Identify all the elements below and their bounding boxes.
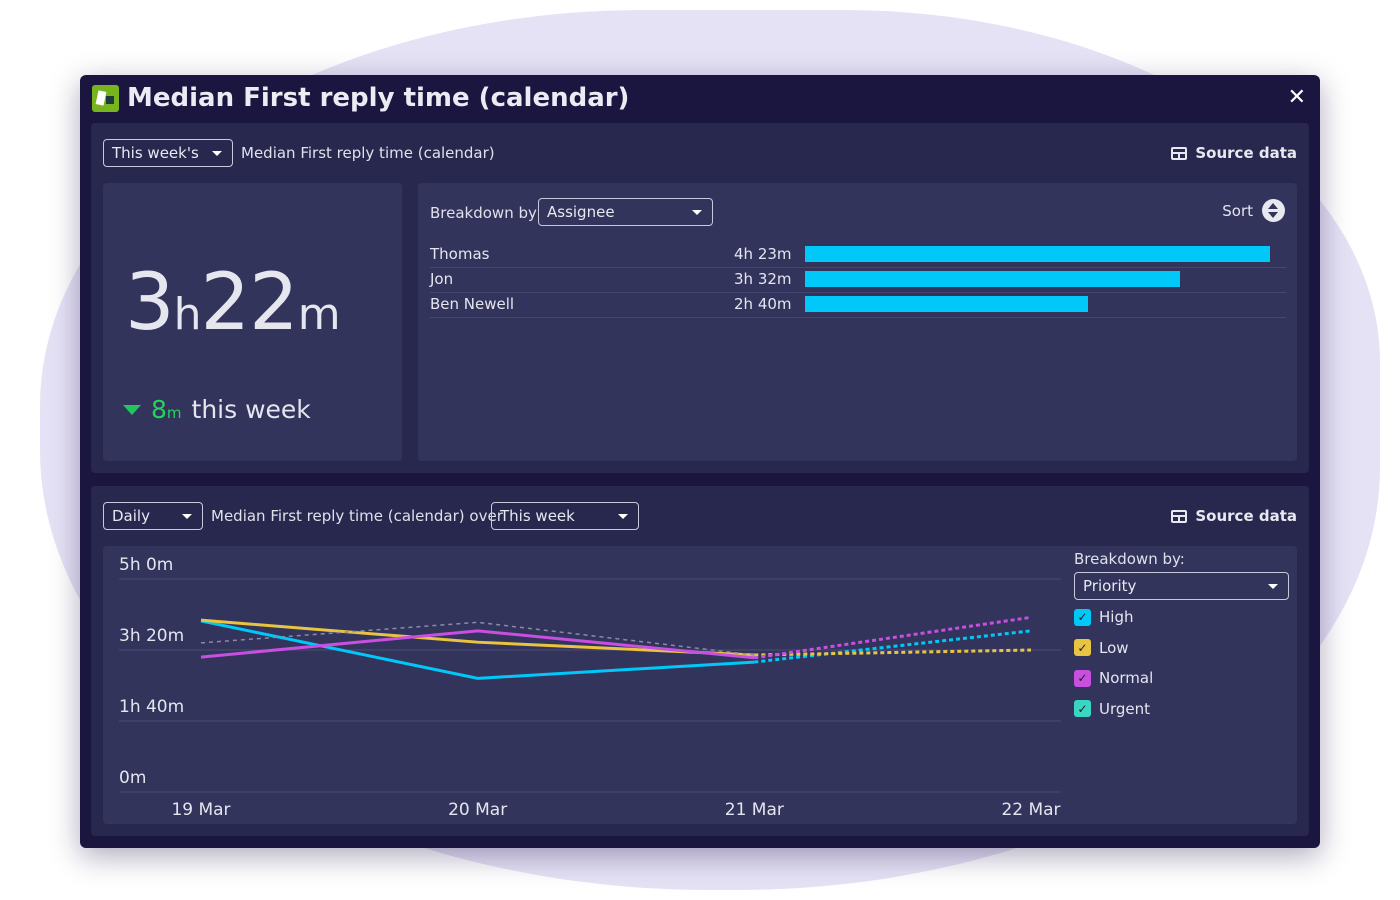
breakdown-card: Breakdown by Assignee Sort Thomas 4h 23m J… xyxy=(418,183,1297,461)
chevron-down-icon xyxy=(212,151,222,156)
legend-item-urgent[interactable]: ✓ Urgent xyxy=(1074,700,1150,718)
delta-value: 8 xyxy=(151,395,167,424)
checkbox-icon[interactable]: ✓ xyxy=(1074,639,1091,656)
assignee-bar xyxy=(805,296,1088,312)
legend-item-normal[interactable]: ✓ Normal xyxy=(1074,669,1153,687)
breakdown-row: Ben Newell 2h 40m xyxy=(430,293,1286,318)
source-data-button[interactable]: Source data xyxy=(1171,144,1297,162)
legend-label: Normal xyxy=(1099,669,1154,687)
checkbox-icon[interactable]: ✓ xyxy=(1074,608,1091,626)
assignee-name: Thomas xyxy=(430,245,490,263)
series-line-high xyxy=(200,619,755,680)
report-modal: Median First reply time (calendar) ✕ Thi… xyxy=(80,75,1320,848)
kpi-m-unit: m xyxy=(297,289,341,340)
breakdown-select-value: Assignee xyxy=(547,203,615,221)
kpi-delta: 8m this week xyxy=(123,395,311,424)
series-projection-high xyxy=(754,629,1032,664)
series-line-normal xyxy=(200,629,755,660)
modal-title: Median First reply time (calendar) xyxy=(127,83,630,113)
checkbox-icon[interactable]: ✓ xyxy=(1074,669,1091,687)
source-data-label: Source data xyxy=(1195,507,1297,525)
assignee-bar xyxy=(805,246,1270,262)
x-tick-label: 21 Mar xyxy=(725,800,784,820)
series-line-low xyxy=(200,618,755,657)
chevron-down-icon xyxy=(182,514,192,519)
assignee-value: 3h 32m xyxy=(734,270,792,288)
trend-source-data-button[interactable]: Source data xyxy=(1171,507,1297,525)
checkbox-icon[interactable]: ✓ xyxy=(1074,700,1091,717)
delta-unit: m xyxy=(166,404,182,422)
kpi-h-unit: h xyxy=(173,289,202,340)
breakdown-select[interactable]: Assignee xyxy=(538,198,713,226)
chevron-down-icon xyxy=(692,210,702,215)
series-projection-normal xyxy=(754,615,1032,660)
trend-period-value: This week xyxy=(500,507,575,525)
assignee-name: Jon xyxy=(430,270,454,288)
priority-select[interactable]: Priority xyxy=(1074,572,1289,600)
x-tick-label: 19 Mar xyxy=(171,800,230,820)
source-data-label: Source data xyxy=(1195,144,1297,162)
legend-item-high[interactable]: ✓ High xyxy=(1074,608,1133,626)
legend-label: Low xyxy=(1099,638,1129,657)
y-tick-label: 3h 20m xyxy=(119,626,184,646)
sort-label: Sort xyxy=(1222,201,1253,220)
period-select[interactable]: This week's xyxy=(103,139,233,167)
modal-header: Median First reply time (calendar) xyxy=(92,83,629,113)
chevron-down-icon xyxy=(618,514,628,519)
delta-label: this week xyxy=(191,395,311,424)
kpi-card: 3h22m 8m this week xyxy=(103,183,402,461)
breakdown-row: Jon 3h 32m xyxy=(430,268,1286,293)
breakdown-row: Thomas 4h 23m xyxy=(430,243,1286,268)
trend-panel: Daily Median First reply time (calendar)… xyxy=(91,486,1309,836)
interval-select[interactable]: Daily xyxy=(103,502,203,530)
legend-item-low[interactable]: ✓ Low xyxy=(1074,639,1129,657)
chevron-down-icon xyxy=(1268,584,1278,589)
sort-icon xyxy=(1262,199,1285,222)
y-tick-label: 0m xyxy=(119,768,146,788)
trend-down-icon xyxy=(123,404,141,415)
app-logo-icon xyxy=(92,84,119,112)
assignee-bar xyxy=(805,271,1180,287)
chart-card: 5h 0m 3h 20m 1h 40m 0m 19 Mar 20 Mar 21 Mar 22 … xyxy=(103,546,1297,824)
kpi-value: 3h22m xyxy=(125,258,341,348)
legend-label: High xyxy=(1099,608,1134,626)
summary-panel: This week's Median First reply time (cal… xyxy=(91,123,1309,473)
y-tick-label: 1h 40m xyxy=(119,697,184,717)
table-icon xyxy=(1171,509,1188,523)
sort-button[interactable]: Sort xyxy=(1222,199,1285,222)
assignee-name: Ben Newell xyxy=(430,295,515,313)
period-select-value: This week's xyxy=(112,144,199,162)
interval-select-value: Daily xyxy=(112,507,150,525)
priority-select-value: Priority xyxy=(1083,577,1137,595)
close-icon[interactable]: ✕ xyxy=(1287,85,1306,110)
legend-label: Urgent xyxy=(1099,699,1151,718)
assignee-value: 4h 23m xyxy=(734,245,792,263)
table-icon xyxy=(1171,146,1188,160)
x-tick-label: 22 Mar xyxy=(1001,800,1060,820)
breakdown-label: Breakdown by xyxy=(430,204,537,222)
legend: Breakdown by: Priority ✓ High ✓ Low ✓ Normal ✓… xyxy=(1074,546,1289,824)
kpi-hours: 3 xyxy=(125,258,175,348)
y-tick-label: 5h 0m xyxy=(119,555,173,575)
assignee-value: 2h 40m xyxy=(734,295,792,313)
x-tick-label: 20 Mar xyxy=(448,800,507,820)
kpi-minutes: 22 xyxy=(200,258,299,348)
trend-period-select[interactable]: This week xyxy=(491,502,639,530)
metric-label: Median First reply time (calendar) xyxy=(241,144,495,162)
legend-breakdown-label: Breakdown by: xyxy=(1074,550,1185,568)
trend-metric-label: Median First reply time (calendar) over xyxy=(211,507,503,525)
line-chart: 5h 0m 3h 20m 1h 40m 0m 19 Mar 20 Mar 21 Mar 22 … xyxy=(119,555,1061,820)
